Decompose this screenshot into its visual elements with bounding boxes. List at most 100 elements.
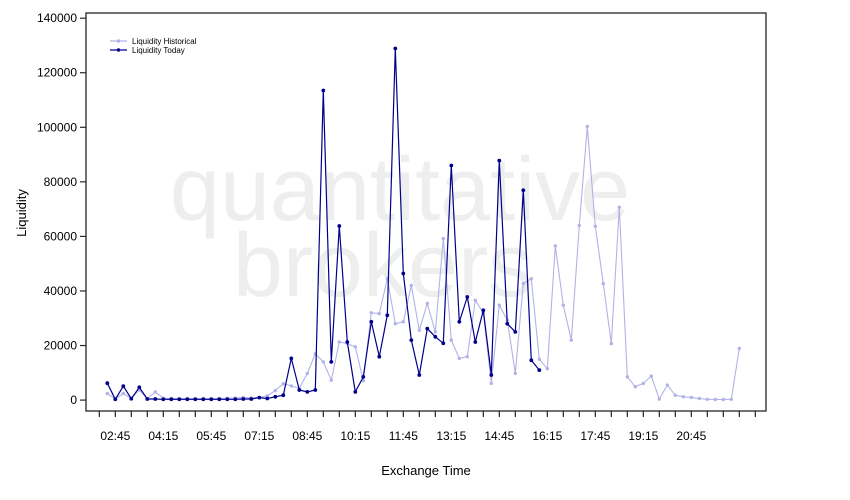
data-point [281, 393, 286, 398]
data-point [689, 395, 693, 400]
data-point [497, 158, 502, 163]
data-point [473, 340, 478, 344]
data-point [433, 334, 438, 339]
x-tick-label: 11:45 [389, 429, 418, 443]
data-point [465, 355, 469, 359]
data-point [393, 322, 397, 326]
data-point [361, 379, 365, 383]
data-point [409, 338, 414, 342]
data-point [609, 341, 613, 346]
data-point [305, 371, 309, 376]
data-point [737, 346, 741, 351]
data-point [617, 205, 621, 209]
legend-samples [110, 39, 127, 52]
data-point [681, 395, 685, 399]
data-point [433, 330, 437, 334]
data-point [289, 384, 293, 388]
data-point [481, 308, 486, 313]
data-point [449, 163, 454, 168]
data-point [401, 320, 405, 324]
data-point [193, 397, 198, 402]
x-tick-label: 02:45 [100, 429, 130, 443]
data-point [521, 281, 525, 286]
x-tick-label: 08:45 [292, 429, 322, 443]
data-point [513, 330, 518, 334]
data-point [713, 397, 717, 402]
legend-label-today: Liquidity Today [132, 46, 185, 55]
data-point [305, 390, 310, 394]
x-tick-label: 04:15 [148, 429, 178, 443]
data-point [185, 397, 190, 402]
y-tick-label: 140000 [37, 11, 77, 25]
data-point [177, 397, 182, 402]
data-point [577, 223, 581, 228]
data-point [377, 354, 382, 359]
data-point [705, 397, 709, 401]
data-point [585, 124, 589, 129]
data-point [329, 360, 334, 364]
x-tick-label: 14:45 [484, 429, 514, 443]
data-point [113, 397, 118, 402]
data-point [649, 374, 653, 378]
y-tick-label: 20000 [44, 339, 78, 353]
data-point [129, 396, 134, 401]
data-point [417, 328, 421, 332]
data-point [121, 384, 126, 389]
data-point [441, 341, 446, 346]
data-point [345, 340, 350, 344]
data-point [265, 396, 270, 401]
data-point [273, 394, 278, 399]
data-point [201, 397, 206, 402]
data-point [721, 397, 725, 402]
x-tick-label: 19:15 [628, 429, 658, 443]
data-point [337, 340, 341, 344]
data-point [329, 378, 333, 382]
plot-box [85, 12, 767, 412]
data-point [561, 303, 565, 307]
data-point [537, 357, 541, 361]
data-point [441, 236, 445, 241]
data-point [521, 188, 526, 193]
y-tick-label: 0 [70, 393, 77, 407]
x-tick-label: 10:15 [340, 429, 370, 443]
data-point [425, 301, 429, 306]
data-point [417, 373, 422, 377]
x-tick-label: 16:15 [532, 429, 562, 443]
y-axis-title: Liquidity [14, 189, 29, 237]
data-point [153, 390, 157, 394]
data-point [553, 244, 557, 248]
data-point [313, 388, 318, 392]
data-point [241, 397, 246, 401]
legend-sample-marker [116, 48, 121, 52]
data-point [273, 388, 277, 393]
data-point [105, 391, 110, 396]
data-point [665, 383, 669, 387]
data-point [529, 358, 534, 363]
data-point [225, 397, 230, 402]
data-point [257, 395, 262, 400]
data-point [169, 397, 174, 402]
data-point [353, 390, 358, 394]
data-point [297, 388, 302, 392]
data-point [473, 298, 477, 302]
data-point [105, 381, 110, 386]
data-point [249, 397, 254, 401]
data-point [337, 224, 342, 228]
data-point [361, 375, 366, 379]
x-tick-label: 20:45 [676, 429, 706, 443]
y-tick-label: 60000 [44, 229, 78, 243]
data-point [457, 319, 462, 324]
plot-area: 0 20000 40000 60000 80000 100000 120000 140000 0… [37, 11, 767, 443]
data-point [289, 356, 294, 361]
x-axis-title: Exchange Time [381, 463, 471, 478]
data-point [121, 391, 126, 396]
data-point [457, 356, 461, 361]
data-point [153, 397, 158, 401]
data-point [513, 371, 517, 376]
data-point [425, 326, 430, 331]
data-point [161, 397, 166, 402]
data-point [633, 385, 637, 389]
data-point [281, 382, 285, 386]
